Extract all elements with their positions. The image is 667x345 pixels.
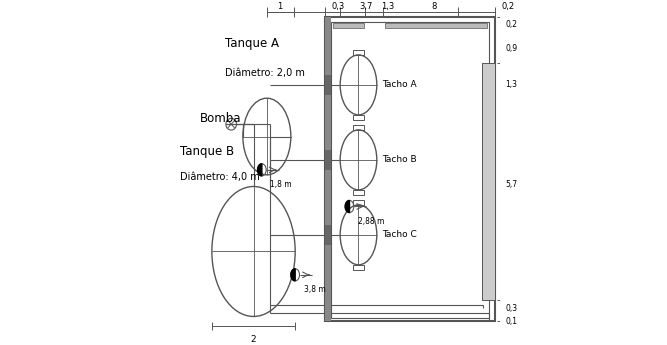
Text: Bomba: Bomba <box>200 112 241 125</box>
Text: Tacho C: Tacho C <box>382 230 417 239</box>
Bar <box>325 17 495 322</box>
Bar <box>385 23 487 28</box>
Bar <box>325 150 331 170</box>
Bar <box>353 190 364 195</box>
Bar <box>353 115 364 120</box>
Bar <box>325 17 331 322</box>
Bar <box>331 22 489 318</box>
Text: 1,3: 1,3 <box>381 2 394 11</box>
Bar <box>353 199 364 205</box>
Text: 3,7: 3,7 <box>360 2 373 11</box>
Text: 3,8 m: 3,8 m <box>303 285 325 294</box>
Text: 0,1: 0,1 <box>505 317 517 326</box>
Bar <box>353 50 364 55</box>
Text: 8: 8 <box>432 2 437 11</box>
Text: 0,9: 0,9 <box>505 44 517 53</box>
Bar <box>353 265 364 270</box>
Polygon shape <box>291 269 295 281</box>
Text: Diâmetro: 2,0 m: Diâmetro: 2,0 m <box>225 68 305 78</box>
Text: Tacho A: Tacho A <box>382 80 416 89</box>
Bar <box>333 23 364 28</box>
Text: 1,8 m: 1,8 m <box>270 180 292 189</box>
Text: 1,3: 1,3 <box>505 80 517 89</box>
Text: 0,2: 0,2 <box>502 2 515 11</box>
Text: 0,3: 0,3 <box>332 2 345 11</box>
Text: Tanque A: Tanque A <box>225 37 279 50</box>
Text: Tacho B: Tacho B <box>382 155 416 164</box>
Text: 5,7: 5,7 <box>505 180 517 189</box>
Text: 2: 2 <box>251 335 256 344</box>
Text: 0,2: 0,2 <box>505 20 517 29</box>
Text: Diâmetro: 4,0 m: Diâmetro: 4,0 m <box>180 171 260 181</box>
Text: 0,3: 0,3 <box>505 304 517 313</box>
Bar <box>482 63 495 300</box>
Bar <box>325 75 331 95</box>
Bar <box>325 225 331 245</box>
Polygon shape <box>345 200 350 213</box>
Text: 1: 1 <box>277 2 283 11</box>
Bar <box>353 125 364 130</box>
Polygon shape <box>257 164 262 176</box>
Text: Tanque B: Tanque B <box>180 145 234 158</box>
Text: 2,88 m: 2,88 m <box>358 217 384 226</box>
